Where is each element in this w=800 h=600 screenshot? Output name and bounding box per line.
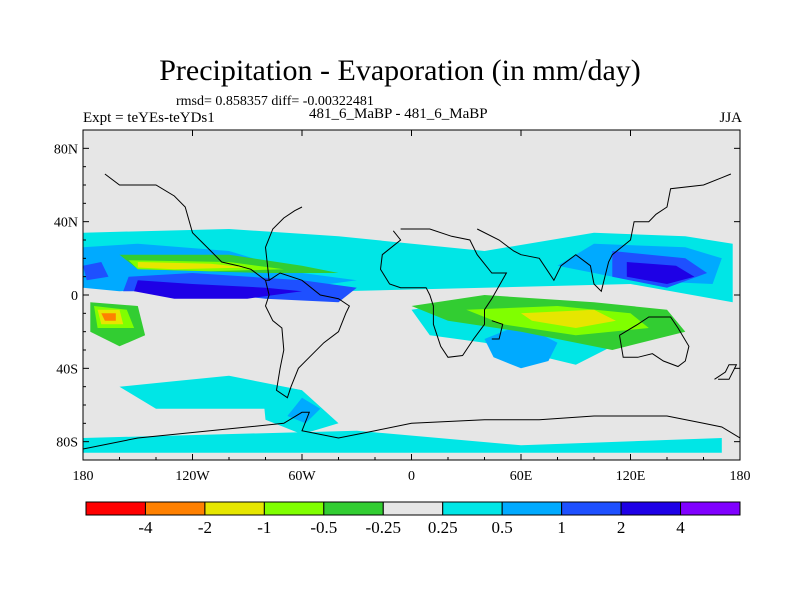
x-tick-label: 0 <box>408 469 415 484</box>
contour-region-16 <box>83 262 109 281</box>
colorbar-swatch-0 <box>85 501 146 516</box>
coastline-5 <box>619 316 690 368</box>
y-tick-label: 80N <box>54 142 78 157</box>
colorbar-label: -0.5 <box>310 518 337 537</box>
contour-region-18 <box>626 262 695 284</box>
contour-region-13 <box>287 397 321 424</box>
coastline-3 <box>491 320 504 340</box>
contour-region-26 <box>521 309 616 328</box>
x-tick-label: 120E <box>616 469 646 484</box>
coastline-2 <box>379 228 508 358</box>
colorbar-label: 4 <box>676 518 685 537</box>
colorbar-label: -1 <box>257 518 271 537</box>
contour-region-28 <box>101 313 116 321</box>
x-tick-label: 180 <box>73 469 94 484</box>
coastline-1 <box>264 272 351 399</box>
coastlines <box>83 173 740 450</box>
contour-region-25 <box>137 262 248 270</box>
colorbar-swatch-4 <box>323 501 384 516</box>
colorbar-label: -4 <box>138 518 153 537</box>
colorbar-swatch-9 <box>620 501 682 516</box>
colorbar-swatch-2 <box>204 501 265 516</box>
colorbar-swatch-1 <box>144 501 206 516</box>
experiment-label: Expt = teYEs-teYDs1 <box>83 110 215 126</box>
x-tick-label: 60E <box>510 469 533 484</box>
contour-region-7 <box>119 375 302 409</box>
colorbar: -4 -2 -1 -0.5 -0.25 0.25 0.5 1 2 4 <box>85 501 741 537</box>
colorbar-label: 1 <box>557 518 566 537</box>
colorbar-label: 0.5 <box>492 518 513 537</box>
coastline-6 <box>714 364 738 380</box>
contour-region-4 <box>393 207 558 229</box>
y-tick-label: 40N <box>54 216 78 231</box>
colorbar-label: 2 <box>617 518 626 537</box>
chart-title: Precipitation - Evaporation (in mm/day) <box>159 54 641 87</box>
y-tick-label: 80S <box>56 436 78 451</box>
colorbar-label: 0.25 <box>428 518 458 537</box>
contour-region-17 <box>134 280 302 299</box>
contour-region-8 <box>83 430 722 453</box>
colorbar-label: -0.25 <box>366 518 401 537</box>
y-tick-label: 40S <box>56 362 78 377</box>
contour-region-3 <box>375 372 613 442</box>
x-tick-label: 180 <box>730 469 751 484</box>
contour-fills <box>83 203 733 453</box>
colorbar-swatch-5 <box>382 501 444 516</box>
contour-region-5 <box>83 229 733 303</box>
x-tick-label: 120W <box>175 469 210 484</box>
colorbar-swatch-8 <box>561 501 622 516</box>
colorbar-label: -2 <box>198 518 212 537</box>
stats-text: rmsd= 0.858357 diff= -0.00322481 <box>176 94 374 109</box>
colorbar-swatch-10 <box>680 501 741 516</box>
x-tick-label: 60W <box>288 469 316 484</box>
colorbar-swatch-6 <box>442 501 503 516</box>
season-label: JJA <box>719 110 742 126</box>
axes: 180 120W 60W 0 60E 120E 180 80N 40N 0 40S 80S <box>54 130 751 484</box>
coastline-0 <box>104 173 303 281</box>
colorbar-swatch-7 <box>501 501 563 516</box>
coastline-7 <box>83 411 740 450</box>
coastline-4 <box>476 173 732 293</box>
y-tick-label: 0 <box>71 289 78 304</box>
colorbar-swatch-3 <box>263 501 325 516</box>
chart-subtitle: 481_6_MaBP - 481_6_MaBP <box>309 106 488 122</box>
